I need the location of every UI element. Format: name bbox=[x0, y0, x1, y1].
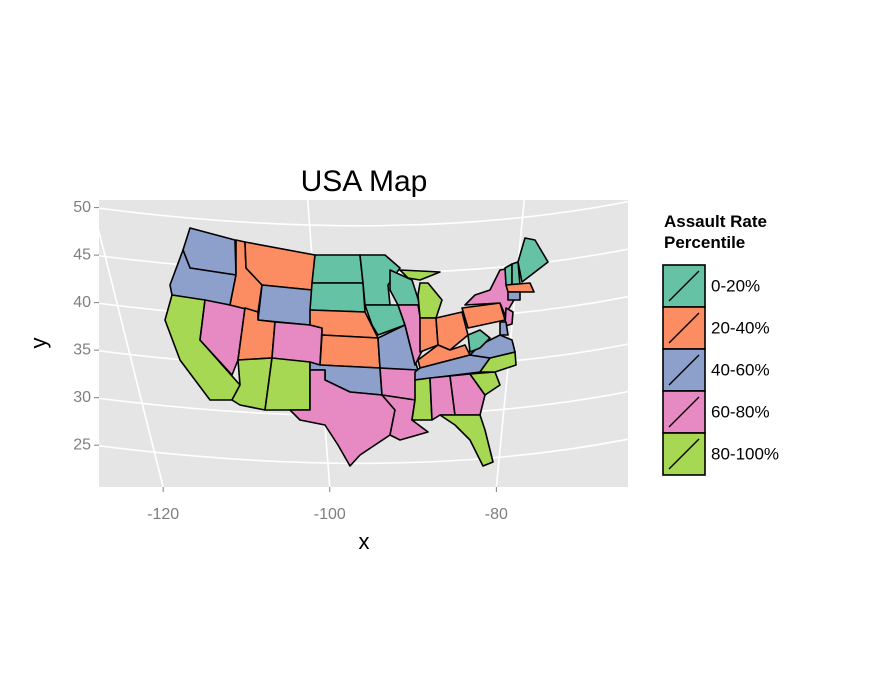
legend-key-slash bbox=[668, 270, 700, 302]
state bbox=[411, 377, 433, 421]
y-axis-title: y bbox=[26, 338, 51, 349]
state bbox=[505, 282, 535, 293]
y-tick-label: 35 bbox=[73, 341, 91, 358]
legend-key-slash bbox=[668, 396, 700, 428]
y-tick-label: 25 bbox=[73, 436, 91, 453]
state bbox=[479, 351, 517, 373]
state bbox=[435, 311, 469, 351]
legend-label: 0-20% bbox=[711, 276, 760, 295]
y-tick-label: 45 bbox=[73, 246, 91, 263]
state bbox=[499, 321, 509, 336]
state bbox=[264, 357, 311, 411]
state bbox=[397, 304, 426, 366]
state bbox=[507, 291, 521, 301]
state bbox=[504, 263, 513, 286]
x-tick-label: -120 bbox=[147, 506, 179, 523]
grid-line bbox=[99, 228, 164, 487]
state bbox=[319, 334, 381, 369]
y-tick-label: 50 bbox=[73, 199, 91, 216]
state bbox=[517, 237, 549, 283]
state bbox=[257, 284, 313, 326]
state bbox=[504, 307, 514, 327]
legend-label: 20-40% bbox=[711, 318, 770, 337]
legend-label: 40-60% bbox=[711, 360, 770, 379]
state bbox=[439, 414, 494, 467]
legend-label: 60-80% bbox=[711, 402, 770, 421]
state bbox=[399, 269, 441, 281]
map bbox=[164, 227, 549, 467]
x-tick-label: -100 bbox=[314, 506, 346, 523]
legend-key-slash bbox=[668, 354, 700, 386]
state bbox=[364, 304, 406, 336]
state bbox=[289, 369, 396, 467]
y-tick-label: 40 bbox=[73, 294, 91, 311]
chart-title: USA Map bbox=[301, 165, 428, 198]
legend-key-slash bbox=[668, 438, 700, 470]
x-axis-title: x bbox=[359, 529, 370, 554]
legend-label: 80-100% bbox=[711, 444, 779, 463]
state bbox=[467, 329, 491, 353]
x-tick-label: -80 bbox=[485, 506, 508, 523]
state bbox=[359, 254, 401, 306]
grid-line bbox=[99, 438, 628, 465]
state bbox=[449, 373, 486, 416]
legend-key-slash bbox=[668, 312, 700, 344]
state bbox=[309, 282, 366, 313]
legend-title: Assault Rate Percentile bbox=[664, 212, 767, 252]
grid-line bbox=[99, 200, 628, 227]
y-tick-label: 30 bbox=[73, 389, 91, 406]
state bbox=[311, 254, 364, 284]
